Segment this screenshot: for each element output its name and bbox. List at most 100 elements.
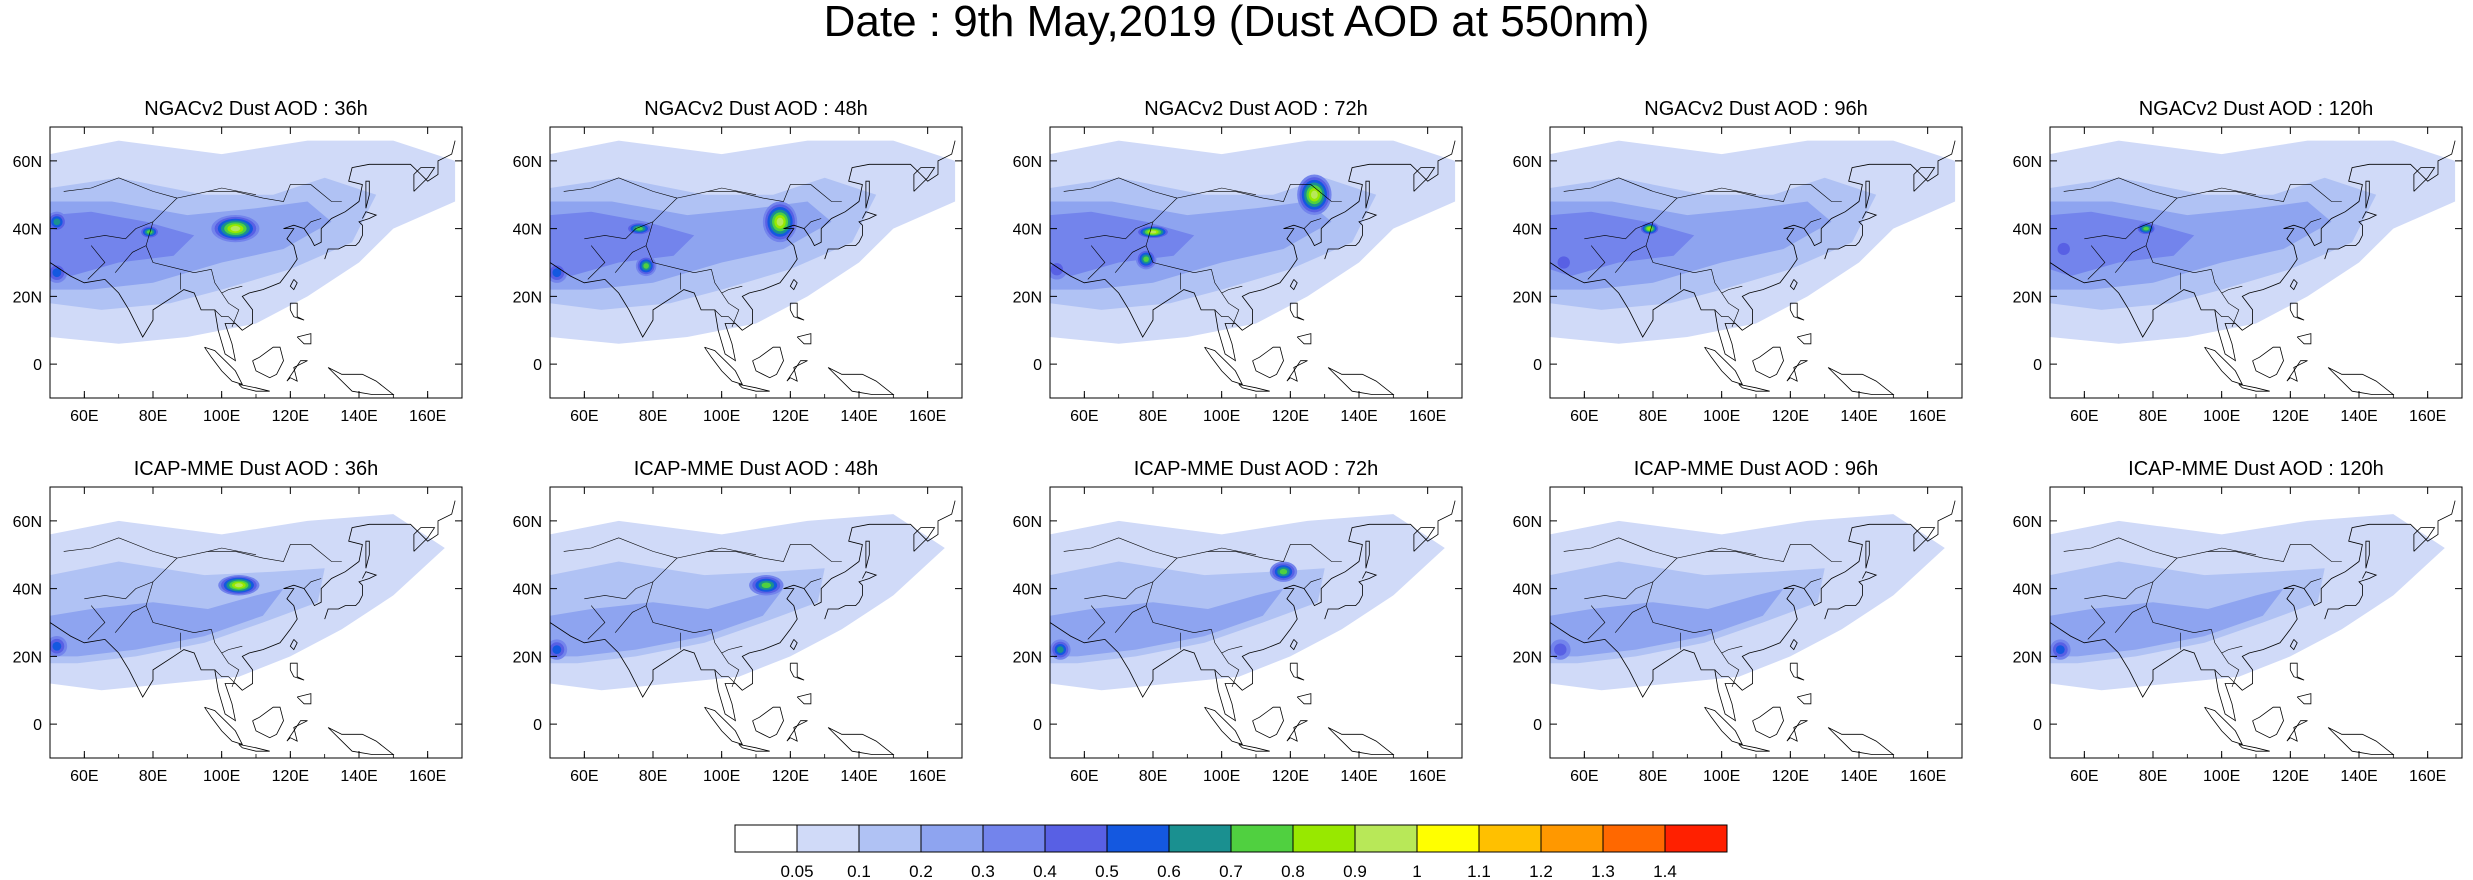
- map-canvas: 60E 80E 100E 120E 140E 160E 60N 40N 20N 0: [1013, 126, 1463, 425]
- island-outline: [1413, 167, 1436, 192]
- dust-hotspot: [761, 582, 771, 589]
- dust-hotspot: [1554, 643, 1567, 656]
- country-border: [303, 578, 322, 589]
- island-outline: [738, 744, 770, 752]
- lon-tick-label: 160E: [1409, 768, 1446, 785]
- lat-tick-label: 0: [1033, 357, 1042, 374]
- lat-tick-label: 40N: [13, 222, 42, 239]
- country-border: [1707, 187, 1757, 196]
- map-panel: ICAP-MME Dust AOD : 36h 60E 80E 100E 120E 140…: [13, 458, 463, 785]
- panel-title: ICAP-MME Dust AOD : 48h: [633, 458, 879, 480]
- country-border: [1721, 292, 1740, 328]
- lon-tick-label: 60E: [70, 768, 98, 785]
- island-outline: [1865, 540, 1870, 569]
- island-outline: [1789, 662, 1805, 681]
- colorbar-label: 1.3: [1591, 862, 1615, 880]
- country-border: [1714, 309, 1743, 331]
- island-outline: [238, 384, 270, 392]
- colorbar-swatch: [920, 824, 984, 853]
- lon-tick-label: 140E: [840, 408, 877, 425]
- dust-hotspot: [2057, 242, 2070, 256]
- country-border: [84, 544, 342, 600]
- country-border: [2087, 605, 2106, 640]
- island-outline: [789, 302, 805, 321]
- colorbar-label: 0.7: [1219, 862, 1243, 880]
- aod-field-region: [50, 211, 195, 277]
- lon-tick-label: 160E: [1909, 408, 1946, 425]
- island-outline: [2252, 706, 2284, 739]
- island-outline: [365, 180, 370, 209]
- dust-hotspot: [1050, 263, 1064, 276]
- panel-title: NGACv2 Dust AOD : 36h: [144, 98, 368, 120]
- colorbar-swatch: [1292, 824, 1356, 853]
- aod-field-region: [50, 588, 284, 657]
- country-border: [2207, 547, 2257, 556]
- lon-tick-label: 160E: [909, 408, 946, 425]
- country-border: [1303, 578, 1322, 589]
- country-border: [1645, 581, 1654, 606]
- lat-tick-label: 60N: [1513, 154, 1542, 171]
- lat-tick-label: 60N: [1013, 514, 1042, 531]
- island-outline: [365, 540, 370, 569]
- country-border: [2221, 292, 2240, 328]
- colorbar-label: 1.2: [1529, 862, 1553, 880]
- country-border: [2211, 269, 2243, 294]
- island-outline: [1789, 279, 1798, 291]
- colorbar-swatch: [1602, 824, 1666, 853]
- panel-title: NGACv2 Dust AOD : 96h: [1644, 98, 1868, 120]
- lon-tick-label: 160E: [1409, 408, 1446, 425]
- colorbar-swatch: [1044, 824, 1108, 853]
- lon-tick-label: 120E: [1772, 408, 1809, 425]
- country-border: [2214, 669, 2243, 691]
- island-outline: [789, 279, 798, 291]
- country-border: [1563, 537, 1678, 559]
- lat-tick-label: 0: [1533, 717, 1542, 734]
- country-border: [145, 581, 154, 606]
- country-border: [1114, 605, 1212, 634]
- country-border: [214, 309, 243, 331]
- panel-title: NGACv2 Dust AOD : 120h: [2138, 98, 2374, 120]
- country-border: [2145, 221, 2154, 246]
- lat-tick-label: 0: [533, 717, 542, 734]
- map-canvas: 60E 80E 100E 120E 140E 160E 60N 40N 20N 0: [2013, 126, 2463, 425]
- colorbar-label: 0.9: [1343, 862, 1367, 880]
- colorbar-swatch: [1168, 824, 1232, 853]
- country-border: [587, 605, 606, 640]
- map-canvas: 60E 80E 100E 120E 140E 160E 60N 40N 20N 0: [13, 126, 463, 425]
- country-border: [2214, 309, 2243, 331]
- country-border: [2145, 581, 2154, 606]
- island-outline: [704, 706, 744, 746]
- country-border: [1211, 629, 1243, 654]
- lat-tick-label: 60N: [513, 514, 542, 531]
- lon-tick-label: 100E: [2203, 408, 2240, 425]
- lon-tick-label: 80E: [639, 408, 667, 425]
- colorbar-label: 1.4: [1653, 862, 1677, 880]
- island-outline: [1789, 639, 1798, 651]
- lon-tick-label: 140E: [1840, 408, 1877, 425]
- lat-tick-label: 60N: [2013, 154, 2042, 171]
- colorbar-swatch: [1354, 824, 1418, 853]
- island-outline: [2324, 211, 2378, 260]
- coastline: [550, 140, 956, 362]
- colorbar-label: 0.4: [1033, 862, 1057, 880]
- colorbar-swatch: [1664, 824, 1728, 853]
- country-border: [2221, 652, 2240, 688]
- country-border: [1803, 218, 1822, 229]
- island-outline: [1824, 211, 1878, 260]
- island-outline: [2413, 167, 2436, 192]
- map-panel: NGACv2 Dust AOD : 96h 60E 80E 100E 120E 140E 1…: [1513, 98, 1963, 425]
- coastline: [50, 140, 456, 362]
- country-border: [614, 245, 712, 274]
- island-outline: [2238, 744, 2270, 752]
- island-outline: [2365, 180, 2370, 209]
- colorbar-label: 0.8: [1281, 862, 1305, 880]
- lon-tick-label: 120E: [772, 408, 809, 425]
- lon-tick-label: 80E: [139, 408, 167, 425]
- lon-tick-label: 120E: [1272, 408, 1309, 425]
- country-border: [1563, 177, 1678, 199]
- panel-title: ICAP-MME Dust AOD : 96h: [1633, 458, 1879, 480]
- island-outline: [1865, 180, 1870, 209]
- lat-tick-label: 60N: [1013, 154, 1042, 171]
- country-border: [145, 221, 154, 246]
- island-outline: [252, 346, 284, 379]
